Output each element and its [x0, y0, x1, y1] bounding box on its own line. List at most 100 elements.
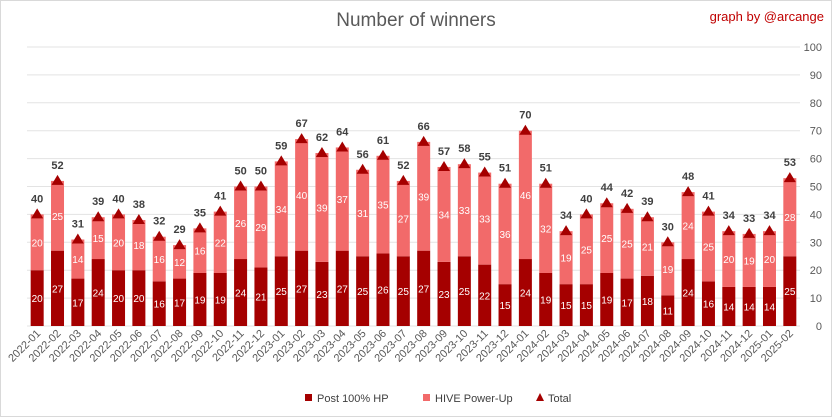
bars: 20 20 40 27 25 52 17 14 31 24 15 39 20 20 40 20 18 38 16 16… — [30, 110, 797, 326]
bar-post-100-hp — [213, 272, 227, 326]
bar-post-100-hp — [762, 286, 776, 326]
bar-hive-power-up — [457, 164, 471, 257]
total-marker — [214, 205, 227, 216]
data-label-total: 31 — [72, 219, 84, 231]
bar-hive-power-up — [315, 153, 329, 262]
data-label-total: 55 — [479, 152, 491, 164]
data-label-post-100-hp: 24 — [520, 289, 532, 300]
bar-hive-power-up — [518, 130, 532, 260]
total-marker — [763, 225, 776, 236]
data-label-post-100-hp: 18 — [642, 297, 654, 308]
data-label-total: 56 — [357, 149, 369, 161]
data-label-post-100-hp: 20 — [113, 294, 125, 305]
data-label-hive-power-up: 34 — [438, 210, 450, 221]
bar-post-100-hp — [234, 259, 248, 326]
bar-hive-power-up — [762, 231, 776, 287]
bar-post-100-hp — [640, 275, 654, 326]
gridlines — [27, 46, 800, 327]
total-marker — [336, 141, 349, 152]
bar-hive-power-up — [783, 178, 797, 257]
total-marker — [458, 158, 471, 169]
bar-post-100-hp — [559, 284, 573, 326]
data-label-post-100-hp: 17 — [622, 298, 634, 309]
total-marker — [519, 124, 532, 135]
data-label-hive-power-up: 46 — [520, 191, 532, 202]
bar-hive-power-up — [681, 192, 695, 260]
bar-hive-power-up — [600, 203, 614, 273]
data-label-total: 59 — [275, 140, 287, 152]
bar-hive-power-up — [295, 139, 309, 251]
bar-post-100-hp — [51, 250, 65, 326]
bar-post-100-hp — [376, 253, 390, 326]
data-label-hive-power-up: 37 — [337, 195, 349, 206]
total-marker — [153, 230, 166, 241]
data-label-hive-power-up: 27 — [398, 215, 410, 226]
data-label-hive-power-up: 19 — [744, 256, 756, 267]
y-tick-label: 40 — [810, 209, 822, 221]
total-marker — [315, 147, 328, 158]
bar-post-100-hp — [620, 278, 634, 326]
total-marker — [600, 197, 613, 208]
bar-hive-power-up — [274, 161, 288, 257]
bar-hive-power-up — [701, 211, 715, 282]
data-label-post-100-hp: 27 — [296, 284, 308, 295]
bar-hive-power-up — [376, 155, 390, 254]
data-label-total: 42 — [621, 188, 633, 200]
data-label-hive-power-up: 35 — [377, 201, 389, 212]
data-label-post-100-hp: 17 — [174, 298, 186, 309]
y-tick-label: 10 — [810, 293, 822, 305]
data-label-total: 40 — [580, 193, 592, 205]
total-marker — [234, 180, 247, 191]
data-label-total: 40 — [112, 193, 124, 205]
bar-hive-power-up — [335, 147, 349, 251]
data-label-total: 41 — [214, 191, 226, 203]
total-marker — [478, 166, 491, 177]
bar-post-100-hp — [274, 256, 288, 326]
x-axis: 2022-012022-022022-032022-042022-052022-… — [6, 328, 796, 365]
data-label-post-100-hp: 15 — [561, 301, 573, 312]
bar-post-100-hp — [661, 295, 675, 326]
bar-post-100-hp — [722, 286, 736, 326]
bar-hive-power-up — [620, 208, 634, 279]
bar-hive-power-up — [396, 180, 410, 257]
data-label-total: 62 — [316, 132, 328, 144]
y-tick-label: 30 — [810, 237, 822, 249]
bar-post-100-hp — [91, 259, 105, 326]
total-marker — [682, 186, 695, 197]
data-label-hive-power-up: 20 — [113, 238, 125, 249]
legend-label: Total — [548, 393, 571, 405]
data-label-hive-power-up: 14 — [72, 255, 84, 266]
data-label-hive-power-up: 25 — [52, 212, 64, 223]
data-label-hive-power-up: 34 — [276, 205, 288, 216]
bar-post-100-hp — [701, 281, 715, 326]
data-label-hive-power-up: 20 — [32, 238, 44, 249]
total-marker — [173, 239, 186, 250]
bar-hive-power-up — [51, 180, 65, 251]
y-tick-label: 50 — [810, 182, 822, 194]
bar-hive-power-up — [173, 245, 187, 279]
y-axis: 0 10 20 30 40 50 60 70 80 90 100 — [804, 42, 822, 333]
data-label-post-100-hp: 25 — [784, 287, 796, 298]
total-marker — [621, 202, 634, 213]
legend-label: Post 100% HP — [317, 393, 389, 405]
data-label-hive-power-up: 39 — [316, 203, 328, 214]
data-label-hive-power-up: 22 — [215, 238, 227, 249]
bar-post-100-hp — [335, 250, 349, 326]
data-label-hive-power-up: 36 — [499, 230, 511, 241]
data-label-total: 52 — [397, 160, 409, 172]
data-label-total: 51 — [499, 163, 511, 175]
bar-hive-power-up — [417, 141, 431, 251]
bar-post-100-hp — [315, 261, 329, 326]
total-marker — [580, 208, 593, 219]
data-label-post-100-hp: 20 — [133, 294, 145, 305]
bar-hive-power-up — [437, 166, 451, 262]
data-label-total: 41 — [702, 191, 714, 203]
data-label-post-100-hp: 17 — [72, 298, 84, 309]
data-label-hive-power-up: 16 — [154, 255, 166, 266]
bar-hive-power-up — [742, 233, 756, 287]
y-tick-label: 80 — [810, 98, 822, 110]
data-label-post-100-hp: 19 — [601, 295, 613, 306]
data-label-post-100-hp: 27 — [52, 284, 64, 295]
total-marker — [499, 177, 512, 188]
total-marker — [193, 222, 206, 233]
